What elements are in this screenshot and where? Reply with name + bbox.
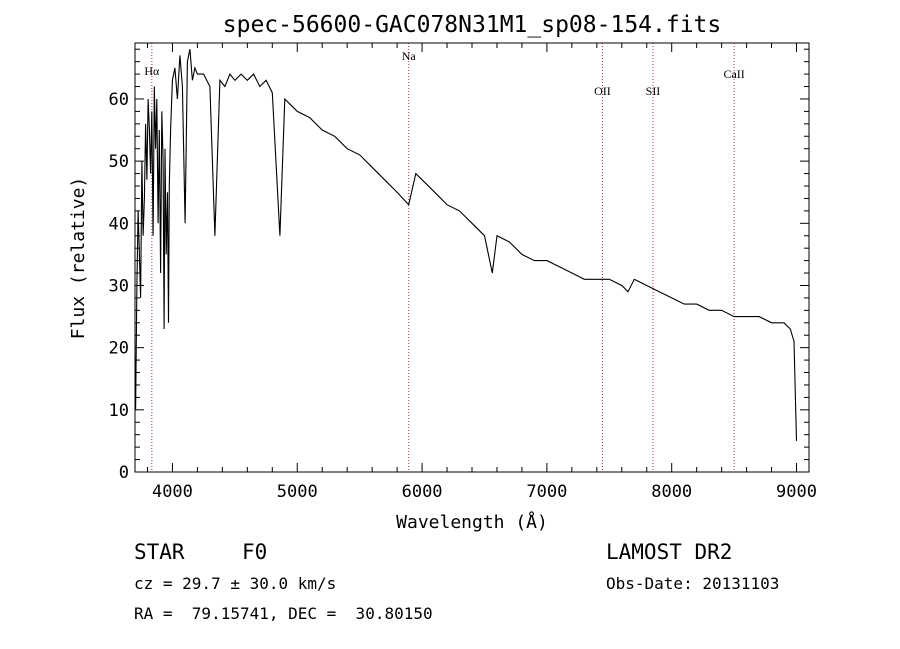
obs-date: Obs-Date: 20131103 [606,574,780,593]
plot-frame [134,42,810,473]
x-tick-label: 8000 [651,482,692,502]
spectrum-series [135,49,798,441]
y-tick-label: 60 [109,90,129,110]
marker-label-4: CaII [723,67,744,81]
x-axis-label: Wavelength (Å) [396,511,548,533]
y-axis-label: Flux (relative) [68,177,89,340]
x-tick-label: 7000 [526,482,567,502]
marker-label-0: Hα [144,64,160,78]
y-axis-ticks: 0 10 20 30 40 50 60 [109,48,809,483]
y-tick-label: 50 [109,152,129,172]
y-tick-label: 10 [109,401,129,421]
x-tick-label: 5000 [277,482,318,502]
marker-label-2: OII [594,84,611,98]
y-tick-label: 30 [109,276,129,296]
marker-label-1: Na [402,49,417,63]
coordinates-text: RA = 79.15741, DEC = 30.80150 [134,604,433,623]
y-tick-label: 20 [109,339,129,359]
y-tick-label: 40 [109,214,129,234]
spectrum-line [135,49,798,441]
chart-title: spec-56600-GAC078N31M1_sp08-154.fits [223,12,722,38]
object-class: STAR [134,540,185,564]
survey-name: LAMOST DR2 [606,540,733,564]
spectral-line-markers: Hα Na OII SII CaII [144,43,745,472]
marker-label-3: SII [646,84,661,98]
x-axis-ticks: 4000 5000 6000 7000 8000 9000 [146,43,817,502]
x-tick-label: 4000 [152,482,193,502]
x-tick-label: 9000 [776,482,817,502]
object-subclass: F0 [242,540,268,564]
x-tick-label: 6000 [402,482,443,502]
y-tick-label: 0 [119,463,129,483]
velocity-text: cz = 29.7 ± 30.0 km/s [134,574,337,593]
